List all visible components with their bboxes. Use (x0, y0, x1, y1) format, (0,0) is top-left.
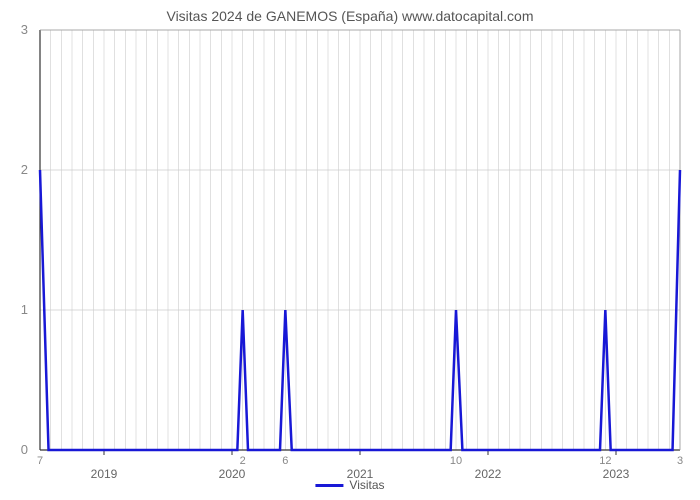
svg-text:1: 1 (21, 302, 28, 317)
svg-text:0: 0 (21, 442, 28, 457)
legend: Visitas (315, 478, 384, 492)
svg-text:2: 2 (21, 162, 28, 177)
plot-area: 01232019202020212022202372610123 (40, 30, 680, 450)
svg-text:2022: 2022 (475, 467, 502, 481)
svg-text:3: 3 (21, 22, 28, 37)
svg-text:2019: 2019 (91, 467, 118, 481)
svg-text:6: 6 (282, 455, 288, 467)
svg-text:10: 10 (450, 455, 462, 467)
svg-text:7: 7 (37, 455, 43, 467)
svg-text:2023: 2023 (603, 467, 630, 481)
svg-text:2: 2 (240, 455, 246, 467)
legend-line-icon (315, 484, 343, 487)
chart-container: Visitas 2024 de GANEMOS (España) www.dat… (0, 0, 700, 500)
chart-svg: 01232019202020212022202372610123 (40, 30, 680, 450)
chart-title: Visitas 2024 de GANEMOS (España) www.dat… (0, 0, 700, 24)
svg-text:12: 12 (599, 455, 611, 467)
svg-text:3: 3 (677, 455, 683, 467)
legend-label: Visitas (349, 478, 384, 492)
svg-text:2020: 2020 (219, 467, 246, 481)
